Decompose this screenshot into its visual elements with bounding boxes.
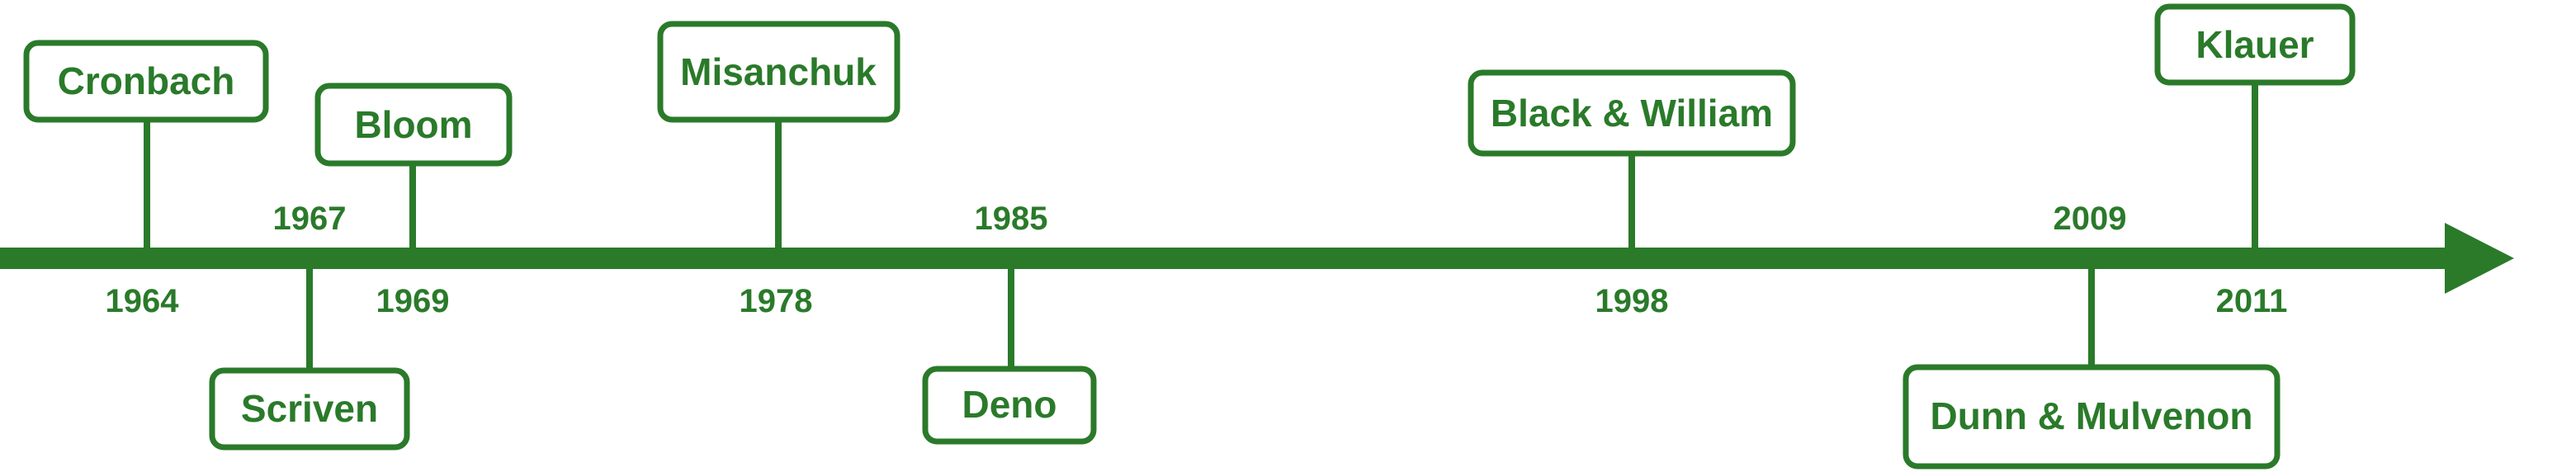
event-year: 2011 [2216, 283, 2288, 319]
event-2009: Dunn & Mulvenon 2009 [1902, 201, 2281, 470]
timeline-axis [0, 248, 2451, 269]
event-1967: Scriven 1967 [209, 201, 410, 451]
event-year: 1969 [376, 283, 450, 319]
event-2011: Klauer 2011 [2154, 3, 2356, 319]
event-label-box [657, 21, 900, 123]
event-year: 1964 [106, 283, 180, 319]
event-label-box [314, 83, 513, 167]
event-label-box [209, 367, 410, 451]
event-label-box [2154, 3, 2356, 86]
event-year: 2009 [2054, 201, 2127, 237]
event-name: Klauer [2196, 23, 2314, 66]
event-name: Dunn & Mulvenon [1931, 394, 2253, 437]
event-year: 1985 [975, 201, 1048, 237]
event-year: 1967 [273, 201, 347, 237]
event-label-box [922, 366, 1097, 445]
timeline-arrowhead [2445, 223, 2514, 294]
event-label-box [1468, 69, 1796, 157]
event-1969: Bloom 1969 [314, 83, 513, 319]
event-label-box [1902, 364, 2281, 470]
event-year: 1978 [740, 283, 813, 319]
event-name: Cronbach [58, 59, 235, 102]
event-name: Black & William [1491, 92, 1773, 135]
event-name: Bloom [354, 103, 472, 146]
event-1964: Cronbach 1964 [23, 40, 269, 319]
event-1978: Misanchuk 1978 [657, 21, 900, 319]
event-1985: Deno 1985 [922, 201, 1097, 445]
event-name: Deno [962, 383, 1057, 426]
event-name: Scriven [241, 387, 378, 430]
event-name: Misanchuk [680, 50, 877, 93]
event-1998: Black & William 1998 [1468, 69, 1796, 319]
event-label-box [23, 40, 269, 123]
event-year: 1998 [1595, 283, 1669, 319]
